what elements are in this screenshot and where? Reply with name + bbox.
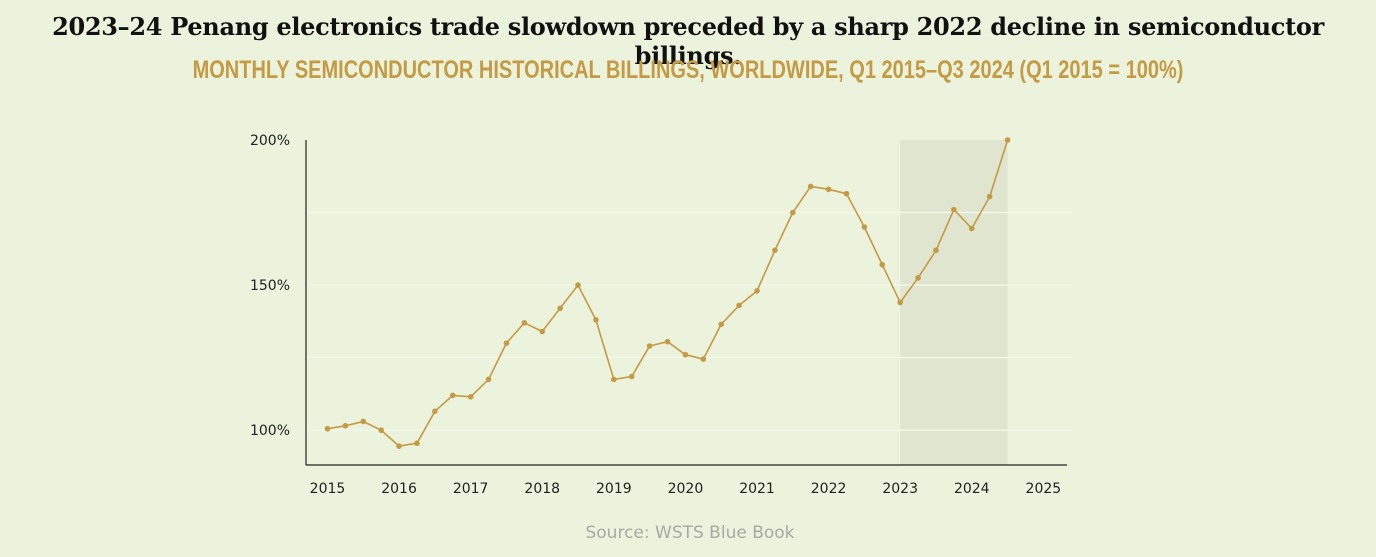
y-tick-label: 200% [250, 133, 290, 149]
data-point [611, 376, 617, 383]
data-point [986, 193, 993, 200]
data-point [915, 275, 921, 281]
x-tick-label: 2022 [811, 481, 847, 497]
chart-subtitle: MONTHLY SEMICONDUCTOR HISTORICAL BILLING… [192, 56, 1184, 84]
data-point [521, 320, 528, 326]
data-point [360, 418, 367, 425]
data-point [736, 302, 742, 309]
x-tick-label: 2020 [668, 481, 704, 497]
data-point [414, 440, 420, 447]
data-point [682, 351, 689, 358]
x-tick-label: 2015 [310, 481, 346, 497]
data-point [879, 261, 886, 268]
data-point [575, 282, 581, 288]
data-point [1004, 137, 1011, 143]
data-point [897, 299, 903, 306]
data-point [432, 408, 438, 415]
data-point [861, 224, 868, 230]
data-point [467, 394, 474, 400]
x-tick-label: 2017 [453, 481, 489, 497]
data-point [933, 247, 939, 254]
y-tick-label: 150% [250, 278, 290, 294]
axes [305, 140, 1067, 466]
x-tick-label: 2021 [739, 481, 775, 497]
data-point [503, 340, 510, 346]
x-tick-labels: 2015 2016 2017 2018 2019 2020 2021 2022 2023 2024… [310, 481, 1062, 497]
chart-title: 2023–24 Penang electronics trade slowdow… [52, 12, 1324, 70]
data-point [718, 321, 725, 328]
x-tick-label: 2018 [524, 481, 560, 497]
data-point [378, 427, 384, 433]
y-tick-labels: 100% 150% 200% [250, 133, 290, 439]
data-point [539, 328, 546, 335]
data-point [664, 338, 671, 345]
data-point [342, 423, 349, 429]
x-tick-label: 2025 [1026, 481, 1062, 497]
data-point [593, 317, 599, 323]
data-point [807, 183, 814, 190]
data-point [825, 186, 832, 193]
data-point [628, 373, 635, 380]
data-point [772, 247, 778, 254]
series [324, 137, 1011, 449]
source-note: Source: WSTS Blue Book [585, 523, 795, 543]
data-point [449, 392, 456, 399]
data-point [754, 288, 760, 294]
x-tick-label: 2024 [954, 481, 990, 497]
data-point [324, 425, 331, 432]
data-point [396, 443, 402, 449]
x-tick-label: 2023 [882, 481, 918, 497]
data-point [951, 206, 957, 213]
gridlines [306, 211, 1072, 431]
y-tick-label: 100% [250, 423, 290, 439]
data-point [646, 343, 653, 349]
x-tick-label: 2019 [596, 481, 632, 497]
data-point [968, 225, 975, 232]
data-point [843, 190, 850, 197]
data-point [557, 305, 563, 312]
data-point [790, 209, 796, 216]
data-point [700, 356, 707, 362]
x-tick-label: 2016 [381, 481, 417, 497]
data-point [485, 376, 492, 383]
